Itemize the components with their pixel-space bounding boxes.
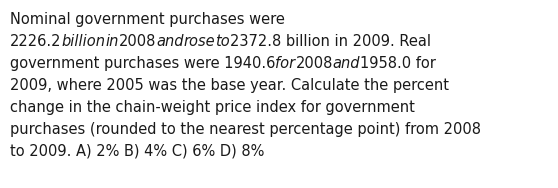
Text: for: for — [276, 56, 296, 71]
Text: 1958.0 for: 1958.0 for — [360, 56, 436, 71]
Text: 2008: 2008 — [119, 34, 156, 49]
Text: rose: rose — [184, 34, 215, 49]
Text: change in the chain-weight price index for government: change in the chain-weight price index f… — [10, 100, 415, 115]
Text: in: in — [105, 34, 119, 49]
Text: Nominal government purchases were: Nominal government purchases were — [10, 12, 290, 27]
Text: 2226.2: 2226.2 — [10, 34, 61, 49]
Text: and: and — [333, 56, 360, 71]
Text: 2009, where 2005 was the base year. Calculate the percent: 2009, where 2005 was the base year. Calc… — [10, 78, 449, 93]
Text: 2008: 2008 — [296, 56, 333, 71]
Text: government purchases were 1940.6: government purchases were 1940.6 — [10, 56, 276, 71]
Text: to: to — [215, 34, 230, 49]
Text: and: and — [156, 34, 184, 49]
Text: billion: billion — [61, 34, 105, 49]
Text: purchases (rounded to the nearest percentage point) from 2008: purchases (rounded to the nearest percen… — [10, 122, 481, 137]
Text: 2372.8 billion in 2009. Real: 2372.8 billion in 2009. Real — [230, 34, 431, 49]
Text: to 2009. A) 2% B) 4% C) 6% D) 8%: to 2009. A) 2% B) 4% C) 6% D) 8% — [10, 144, 264, 159]
